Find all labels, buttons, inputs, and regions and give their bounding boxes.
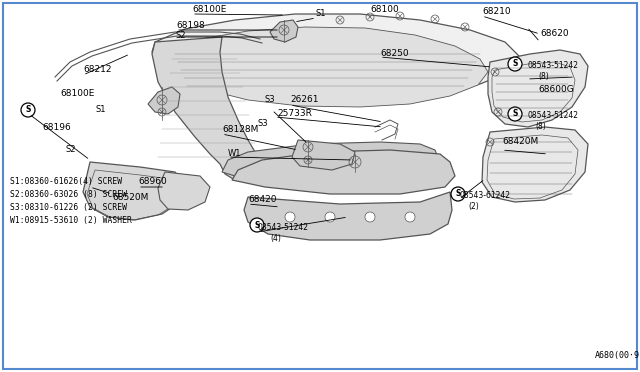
Text: 68600G: 68600G [538,84,573,93]
Circle shape [325,212,335,222]
Circle shape [508,57,522,71]
Text: 26261: 26261 [290,96,319,105]
Polygon shape [292,140,355,170]
Text: 25733R: 25733R [277,109,312,119]
Text: (2): (2) [468,202,479,212]
Text: S1: S1 [95,106,106,115]
Circle shape [285,212,295,222]
Text: S3: S3 [264,96,275,105]
Text: S: S [254,221,260,230]
Text: S3: S3 [258,119,269,128]
Text: (8): (8) [535,122,546,131]
Text: A680(00·9: A680(00·9 [595,351,640,360]
Text: 68420M: 68420M [502,138,538,147]
Polygon shape [222,142,440,184]
Circle shape [508,107,522,121]
Text: S2: S2 [65,145,76,154]
Text: 68100E: 68100E [192,6,227,15]
Text: 68420: 68420 [248,196,276,205]
Text: 08543-51242: 08543-51242 [258,222,309,231]
Text: S1: S1 [316,10,326,19]
Circle shape [365,212,375,222]
Text: 08543-51242: 08543-51242 [527,61,578,71]
Polygon shape [168,27,488,107]
Text: S: S [512,109,518,119]
Text: 68100: 68100 [370,6,399,15]
Polygon shape [482,127,588,202]
Text: W1: W1 [228,150,241,158]
Text: S2: S2 [176,32,186,41]
Text: 08543-51242: 08543-51242 [527,112,578,121]
Text: (8): (8) [538,73,548,81]
Text: 68960: 68960 [138,177,167,186]
Text: S: S [512,60,518,68]
Text: S2:08360-63026 (8) SCREW: S2:08360-63026 (8) SCREW [10,190,127,199]
Circle shape [405,212,415,222]
Circle shape [250,218,264,232]
Text: 68198: 68198 [176,22,205,31]
Polygon shape [244,192,452,240]
Polygon shape [488,50,588,127]
Polygon shape [83,162,185,220]
Text: 08543-61242: 08543-61242 [459,190,510,199]
Text: 68620: 68620 [540,29,568,38]
Polygon shape [148,87,180,114]
Text: W1:08915-53610 (2) WASHER: W1:08915-53610 (2) WASHER [10,216,132,225]
Text: S: S [455,189,461,199]
Text: (4): (4) [270,234,281,244]
Text: 68128M: 68128M [222,125,259,135]
Polygon shape [152,37,262,182]
Polygon shape [152,14,520,102]
Text: 68250: 68250 [380,49,408,58]
Text: 68520M: 68520M [112,192,148,202]
Text: 68212: 68212 [83,65,111,74]
Text: S3:08310-61226 (2) SCREW: S3:08310-61226 (2) SCREW [10,203,127,212]
Text: 68100E: 68100E [60,90,94,99]
Polygon shape [270,20,298,42]
Text: 68210: 68210 [482,7,511,16]
Polygon shape [158,172,210,210]
Circle shape [451,187,465,201]
Text: 68196: 68196 [42,122,71,131]
Text: S1:08360-61626(4) SCREW: S1:08360-61626(4) SCREW [10,177,122,186]
Polygon shape [232,150,455,194]
Text: S: S [26,106,31,115]
Circle shape [21,103,35,117]
